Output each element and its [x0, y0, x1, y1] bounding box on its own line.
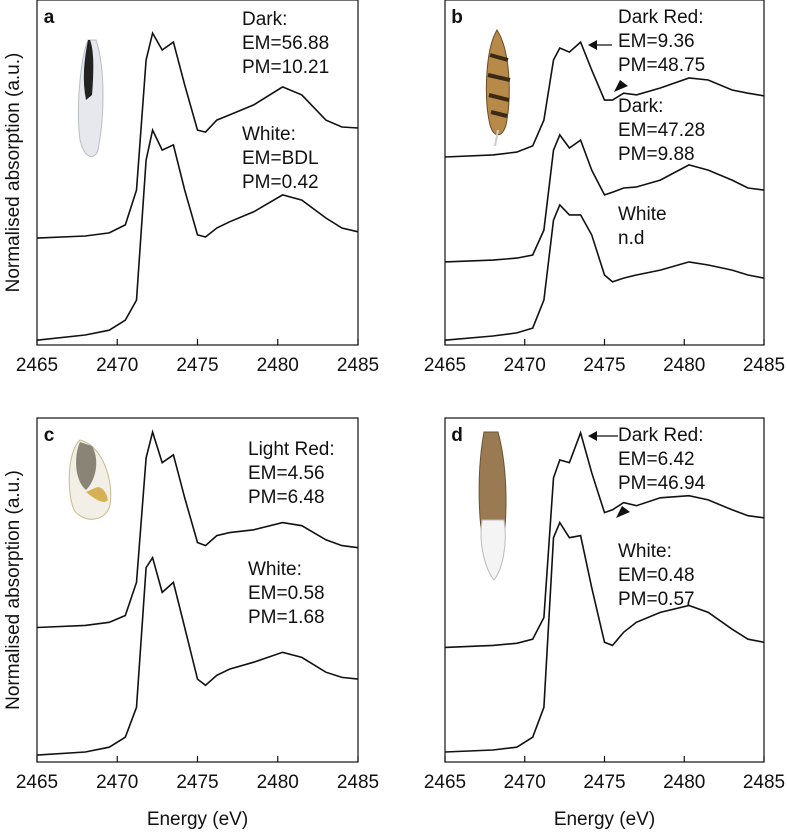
annotation: EM=0.48 [618, 565, 695, 586]
annotation: PM=46.94 [618, 473, 706, 494]
x-tick-label: 2470 [96, 772, 138, 793]
spectrum-line [444, 430, 765, 649]
arrow-b [588, 40, 612, 50]
feather-c [68, 439, 112, 520]
arrowhead-b [614, 80, 628, 92]
annotation: PM=0.42 [242, 172, 319, 193]
spectrum-line [36, 30, 359, 239]
annotation: EM=4.56 [248, 463, 325, 484]
x-axis-label: Energy (eV) [554, 809, 655, 830]
x-tick-label: 2475 [176, 355, 218, 376]
feather-d [478, 431, 507, 581]
annotation: PM=1.68 [248, 607, 325, 628]
x-tick-label: 2485 [337, 355, 379, 376]
spectrum-line [444, 203, 765, 341]
x-tick-label: 2485 [743, 355, 785, 376]
annotation: Dark: [618, 96, 663, 117]
x-tick-label: 2470 [504, 355, 546, 376]
annotation: EM=6.42 [618, 449, 695, 470]
annotation: n.d [618, 228, 644, 249]
x-tick-label: 2475 [583, 772, 625, 793]
annotation: Light Red: [248, 439, 335, 460]
spectrum-line [444, 133, 765, 263]
annotation: PM=10.21 [242, 57, 329, 78]
panel-label: c [44, 425, 55, 446]
x-tick-label: 2485 [337, 772, 379, 793]
x-tick-label: 2480 [663, 355, 705, 376]
spectrum-line [36, 429, 359, 629]
x-tick-label: 2480 [663, 772, 705, 793]
x-tick-label: 2470 [504, 772, 546, 793]
x-tick-label: 2485 [743, 772, 785, 793]
annotation: EM=56.88 [242, 33, 329, 54]
annotation: EM=9.36 [618, 31, 695, 52]
spectrum-line [36, 127, 359, 341]
annotation: White: [248, 559, 302, 580]
x-tick-label: 2475 [176, 772, 218, 793]
x-tick-label: 2470 [96, 355, 138, 376]
annotation: PM=48.75 [618, 55, 705, 76]
x-tick-label: 2465 [16, 772, 58, 793]
annotation: EM=BDL [242, 148, 319, 169]
x-tick-label: 2480 [257, 355, 299, 376]
x-tick-label: 2480 [257, 772, 299, 793]
feather-a [77, 39, 104, 158]
annotation: Dark Red: [618, 425, 704, 446]
annotation: PM=0.57 [618, 589, 695, 610]
spectrum-line [444, 520, 765, 753]
spectrum-line [36, 555, 359, 756]
annotation: White [618, 204, 667, 225]
feather-b [485, 29, 511, 147]
x-tick-label: 2465 [424, 772, 466, 793]
annotation: EM=0.58 [248, 583, 325, 604]
x-tick-label: 2465 [424, 355, 466, 376]
annotation: White: [618, 541, 672, 562]
annotation: White: [242, 124, 296, 145]
annotation: PM=9.88 [618, 144, 695, 165]
y-axis-label: Normalised absorption (a.u.) [3, 470, 24, 710]
panel-label: b [451, 7, 463, 28]
annotation: EM=47.28 [618, 120, 705, 141]
annotation: PM=6.48 [248, 487, 325, 508]
annotation: Dark Red: [618, 7, 704, 28]
x-tick-label: 2465 [16, 355, 58, 376]
x-tick-label: 2475 [583, 355, 625, 376]
arrowhead-d [616, 506, 630, 518]
panel-label: a [44, 7, 55, 28]
annotation: Dark: [242, 9, 287, 30]
x-axis-label: Energy (eV) [147, 809, 248, 830]
arrow-d [588, 431, 618, 441]
panel-label: d [451, 425, 463, 446]
spectrum-line [444, 40, 765, 158]
y-axis-label: Normalised absorption (a.u.) [3, 53, 24, 293]
